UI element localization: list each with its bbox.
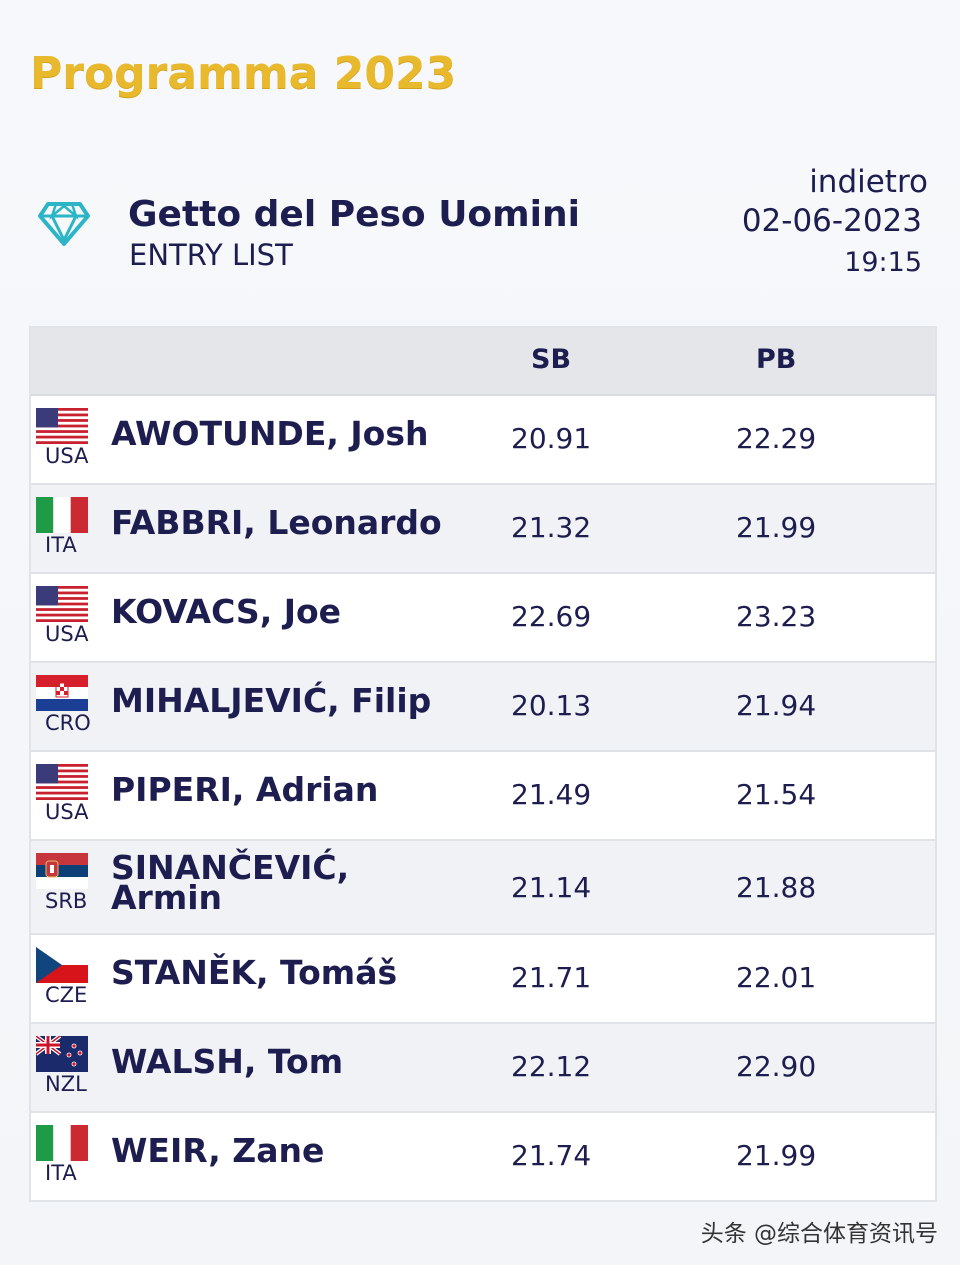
country-code: CRO [45,711,91,735]
country-code: ITA [45,1161,77,1185]
season-best: 22.12 [511,1050,592,1083]
athlete-name[interactable]: WEIR, Zane [111,1131,325,1170]
country-code: ITA [45,533,77,557]
event-date: 02-06-2023 [741,203,922,239]
event-time: 19:15 [844,247,922,278]
usa-flag-icon [36,764,88,800]
cro-flag-icon [36,675,88,711]
personal-best: 23.23 [736,600,817,633]
country-code: NZL [45,1072,87,1096]
personal-best: 21.99 [736,511,817,544]
country-code: USA [45,444,89,468]
personal-best: 22.90 [736,1050,817,1083]
header-sb: SB [531,344,572,375]
nzl-flag-icon [36,1036,88,1072]
ita-flag-icon [36,497,88,533]
table-row: NZL WALSH, Tom 22.12 22.90 [31,1024,935,1113]
athlete-name[interactable]: SINANČEVIĆ, Armin [111,848,350,917]
diamond-icon [38,202,90,246]
table-row: ITA FABBRI, Leonardo 21.32 21.99 [31,485,935,574]
country-code: USA [45,622,89,646]
watermark: 头条 @综合体育资讯号 [700,1221,938,1247]
header-pb: PB [756,344,797,375]
season-best: 22.69 [511,600,592,633]
country-code: CZE [45,983,88,1007]
back-link[interactable]: indietro [809,164,928,200]
table-row: ITA WEIR, Zane 21.74 21.99 [31,1113,935,1200]
table-row: USA PIPERI, Adrian 21.49 21.54 [31,752,935,841]
season-best: 21.49 [511,778,592,811]
season-best: 21.32 [511,511,592,544]
country-code: USA [45,800,89,824]
season-best: 20.91 [511,422,592,455]
event-subtitle: ENTRY LIST [129,238,293,272]
personal-best: 22.01 [736,961,817,994]
cze-flag-icon [36,947,88,983]
season-best: 21.71 [511,961,592,994]
season-best: 21.14 [511,871,592,904]
event-name: Getto del Peso Uomini [128,194,580,235]
athlete-name[interactable]: STANĚK, Tomáš [111,953,398,992]
season-best: 20.13 [511,689,592,722]
season-best: 21.74 [511,1139,592,1172]
usa-flag-icon [36,586,88,622]
athlete-name[interactable]: FABBRI, Leonardo [111,503,442,542]
athlete-name[interactable]: MIHALJEVIĆ, Filip [111,681,432,720]
table-row: USA AWOTUNDE, Josh 20.91 22.29 [31,396,935,485]
personal-best: 21.88 [736,871,817,904]
personal-best: 21.94 [736,689,817,722]
personal-best: 22.29 [736,422,817,455]
page-title: Programma 2023 [30,48,457,99]
srb-flag-icon [36,853,88,889]
table-row: USA KOVACS, Joe 22.69 23.23 [31,574,935,663]
table-row: CRO MIHALJEVIĆ, Filip 20.13 21.94 [31,663,935,752]
athlete-name[interactable]: WALSH, Tom [111,1042,344,1081]
entry-list-table: SB PB USA AWOTUNDE, Josh 20.91 22.29 ITA FABB… [29,326,937,1202]
personal-best: 21.54 [736,778,817,811]
personal-best: 21.99 [736,1139,817,1172]
ita-flag-icon [36,1125,88,1161]
table-row: SRB SINANČEVIĆ, Armin 21.14 21.88 [31,841,935,935]
athlete-name[interactable]: AWOTUNDE, Josh [111,414,429,453]
usa-flag-icon [36,408,88,444]
table-row: CZE STANĚK, Tomáš 21.71 22.01 [31,935,935,1024]
athlete-name[interactable]: KOVACS, Joe [111,592,342,631]
country-code: SRB [45,889,88,913]
athlete-name[interactable]: PIPERI, Adrian [111,770,379,809]
table-header: SB PB [31,328,935,396]
